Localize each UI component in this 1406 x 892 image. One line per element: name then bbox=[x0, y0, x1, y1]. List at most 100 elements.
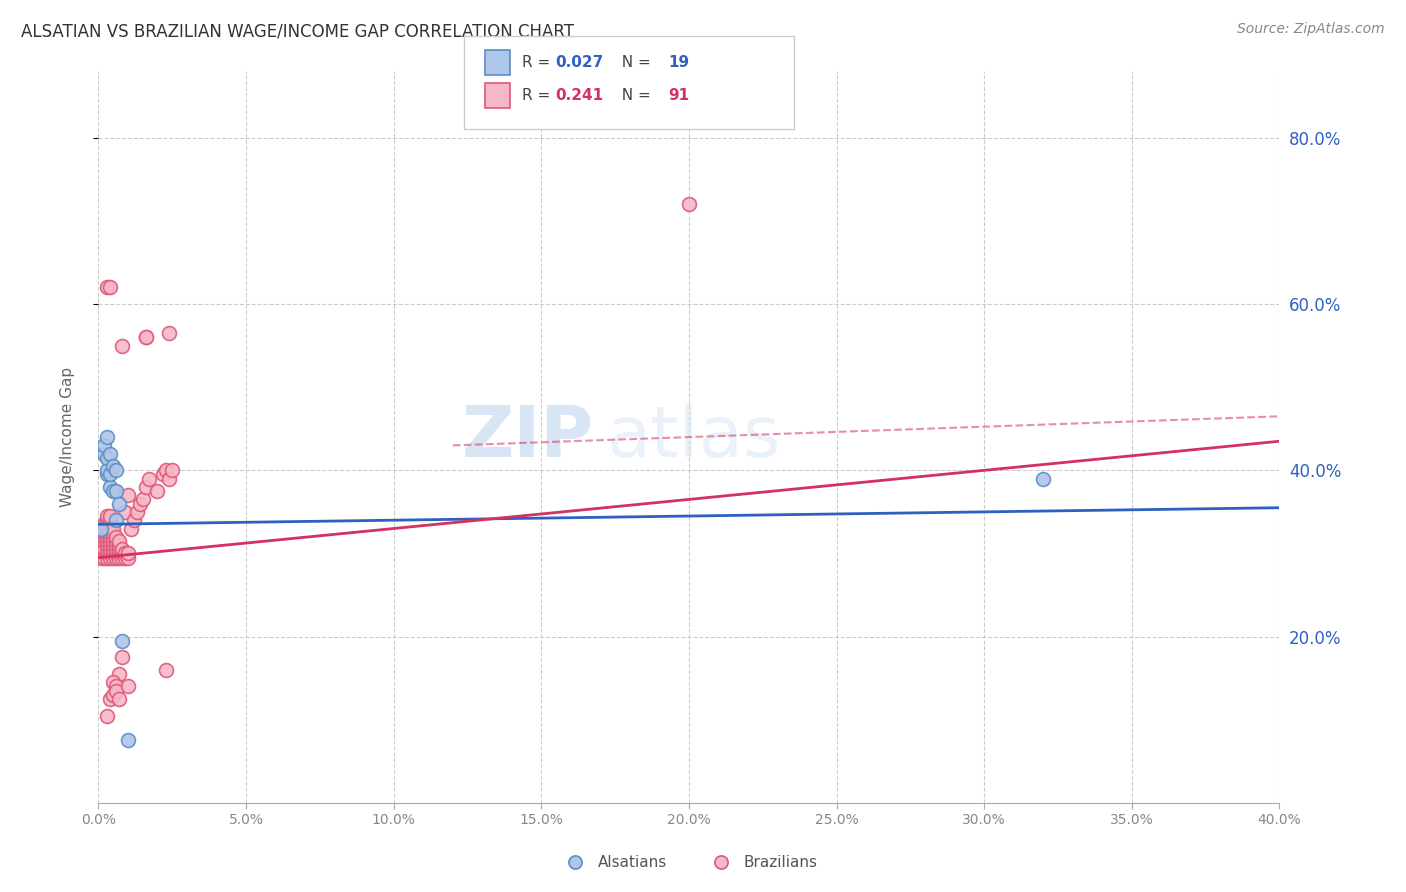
Point bbox=[98, 692, 121, 706]
Point bbox=[108, 692, 131, 706]
Point bbox=[96, 450, 118, 465]
Point bbox=[114, 550, 136, 565]
Point bbox=[105, 533, 128, 548]
Point bbox=[105, 550, 128, 565]
Point bbox=[1032, 472, 1054, 486]
Point bbox=[103, 550, 125, 565]
Point bbox=[162, 463, 183, 477]
Point bbox=[122, 513, 145, 527]
Text: ALSATIAN VS BRAZILIAN WAGE/INCOME GAP CORRELATION CHART: ALSATIAN VS BRAZILIAN WAGE/INCOME GAP CO… bbox=[21, 22, 574, 40]
Point bbox=[114, 546, 136, 560]
Text: N =: N = bbox=[612, 88, 655, 103]
Point bbox=[105, 484, 128, 499]
Point bbox=[98, 513, 121, 527]
Point bbox=[125, 505, 148, 519]
Point bbox=[117, 733, 139, 747]
Text: Source: ZipAtlas.com: Source: ZipAtlas.com bbox=[1237, 22, 1385, 37]
Point bbox=[93, 550, 115, 565]
Point bbox=[93, 533, 115, 548]
Text: ZIP: ZIP bbox=[463, 402, 595, 472]
Point bbox=[103, 533, 125, 548]
Point bbox=[108, 546, 131, 560]
Point bbox=[132, 492, 155, 507]
Point bbox=[157, 326, 180, 341]
Point bbox=[98, 542, 121, 557]
Point bbox=[103, 546, 125, 560]
Text: R =: R = bbox=[522, 88, 555, 103]
Point bbox=[103, 459, 125, 474]
Point bbox=[96, 533, 118, 548]
Point bbox=[98, 525, 121, 540]
Point bbox=[111, 633, 134, 648]
Y-axis label: Wage/Income Gap: Wage/Income Gap bbox=[60, 367, 75, 508]
Text: 19: 19 bbox=[668, 55, 689, 70]
Point bbox=[111, 550, 134, 565]
Point bbox=[96, 509, 118, 524]
Point bbox=[111, 650, 134, 665]
Point bbox=[108, 550, 131, 565]
Point bbox=[96, 280, 118, 294]
Point bbox=[105, 546, 128, 560]
Point bbox=[105, 538, 128, 552]
Point bbox=[103, 484, 125, 499]
Point bbox=[93, 525, 115, 540]
Point bbox=[98, 530, 121, 544]
Point bbox=[105, 680, 128, 694]
Point bbox=[135, 480, 157, 494]
Point bbox=[146, 484, 169, 499]
Point bbox=[96, 550, 118, 565]
Point bbox=[120, 521, 142, 535]
Point bbox=[98, 550, 121, 565]
Legend: Alsatians, Brazilians: Alsatians, Brazilians bbox=[554, 848, 824, 876]
Point bbox=[108, 497, 131, 511]
Point bbox=[93, 521, 115, 535]
Text: 0.027: 0.027 bbox=[555, 55, 603, 70]
Text: N =: N = bbox=[612, 55, 655, 70]
Point bbox=[117, 546, 139, 560]
Point bbox=[96, 513, 118, 527]
Point bbox=[96, 708, 118, 723]
Point bbox=[103, 542, 125, 557]
Point bbox=[96, 463, 118, 477]
Point bbox=[678, 197, 700, 211]
Point bbox=[103, 538, 125, 552]
Point bbox=[105, 530, 128, 544]
Point bbox=[103, 525, 125, 540]
Point bbox=[105, 513, 128, 527]
Point bbox=[98, 546, 121, 560]
Point bbox=[96, 517, 118, 532]
Point bbox=[98, 480, 121, 494]
Point bbox=[105, 463, 128, 477]
Point bbox=[98, 517, 121, 532]
Point bbox=[96, 542, 118, 557]
Point bbox=[93, 447, 115, 461]
Point bbox=[96, 430, 118, 444]
Point bbox=[93, 517, 115, 532]
Point bbox=[117, 550, 139, 565]
Point bbox=[114, 505, 136, 519]
Point bbox=[111, 542, 134, 557]
Point bbox=[90, 550, 112, 565]
Point bbox=[108, 533, 131, 548]
Point bbox=[96, 521, 118, 535]
Point bbox=[98, 447, 121, 461]
Point bbox=[135, 330, 157, 344]
Point bbox=[105, 542, 128, 557]
Point bbox=[98, 467, 121, 482]
Point bbox=[138, 472, 160, 486]
Point bbox=[96, 530, 118, 544]
Point bbox=[103, 688, 125, 702]
Point bbox=[93, 542, 115, 557]
Point bbox=[117, 488, 139, 502]
Point bbox=[108, 542, 131, 557]
Point bbox=[93, 530, 115, 544]
Point bbox=[98, 533, 121, 548]
Point bbox=[98, 509, 121, 524]
Point bbox=[111, 338, 134, 352]
Point bbox=[90, 521, 112, 535]
Point bbox=[117, 680, 139, 694]
Point bbox=[96, 538, 118, 552]
Point bbox=[90, 521, 112, 535]
Point bbox=[108, 538, 131, 552]
Point bbox=[111, 546, 134, 560]
